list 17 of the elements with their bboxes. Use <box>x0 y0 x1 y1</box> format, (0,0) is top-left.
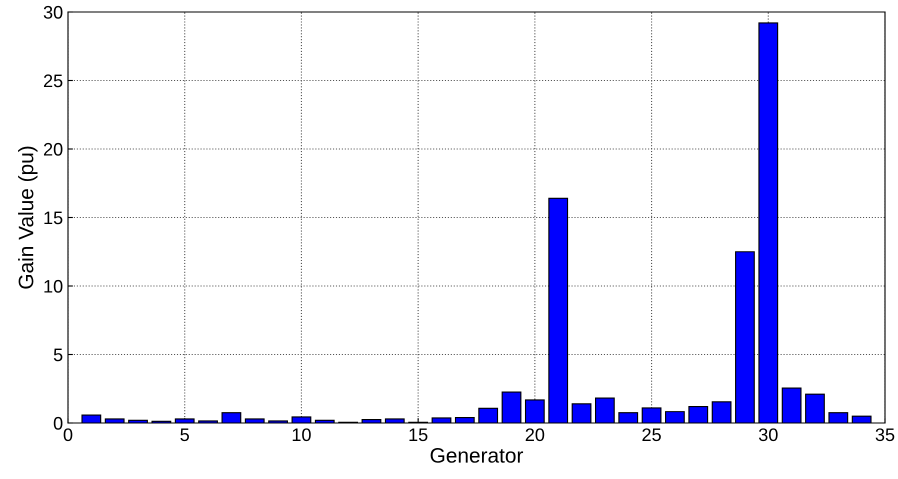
y-tick-label: 25 <box>44 74 62 88</box>
y-tick-label: 0 <box>54 416 62 430</box>
x-tick-label: 15 <box>409 428 428 442</box>
x-tick-label: 10 <box>292 428 311 442</box>
y-tick-label: 30 <box>44 6 62 19</box>
x-tick-label: 0 <box>64 428 72 442</box>
x-tick-label: 30 <box>758 428 778 442</box>
x-tick-label: 35 <box>876 428 894 442</box>
x-tick-label: 20 <box>526 428 544 442</box>
x-tick-label: 25 <box>642 428 661 442</box>
y-axis-title: Gain Value (pu) <box>18 146 38 289</box>
y-tick-label: 10 <box>44 280 62 293</box>
x-axis-title: Generator <box>430 448 524 463</box>
y-tick-label: 20 <box>44 142 62 156</box>
x-tick-label: 5 <box>180 428 189 442</box>
y-tick-label: 5 <box>54 348 62 362</box>
y-tick-label: 15 <box>44 212 62 224</box>
